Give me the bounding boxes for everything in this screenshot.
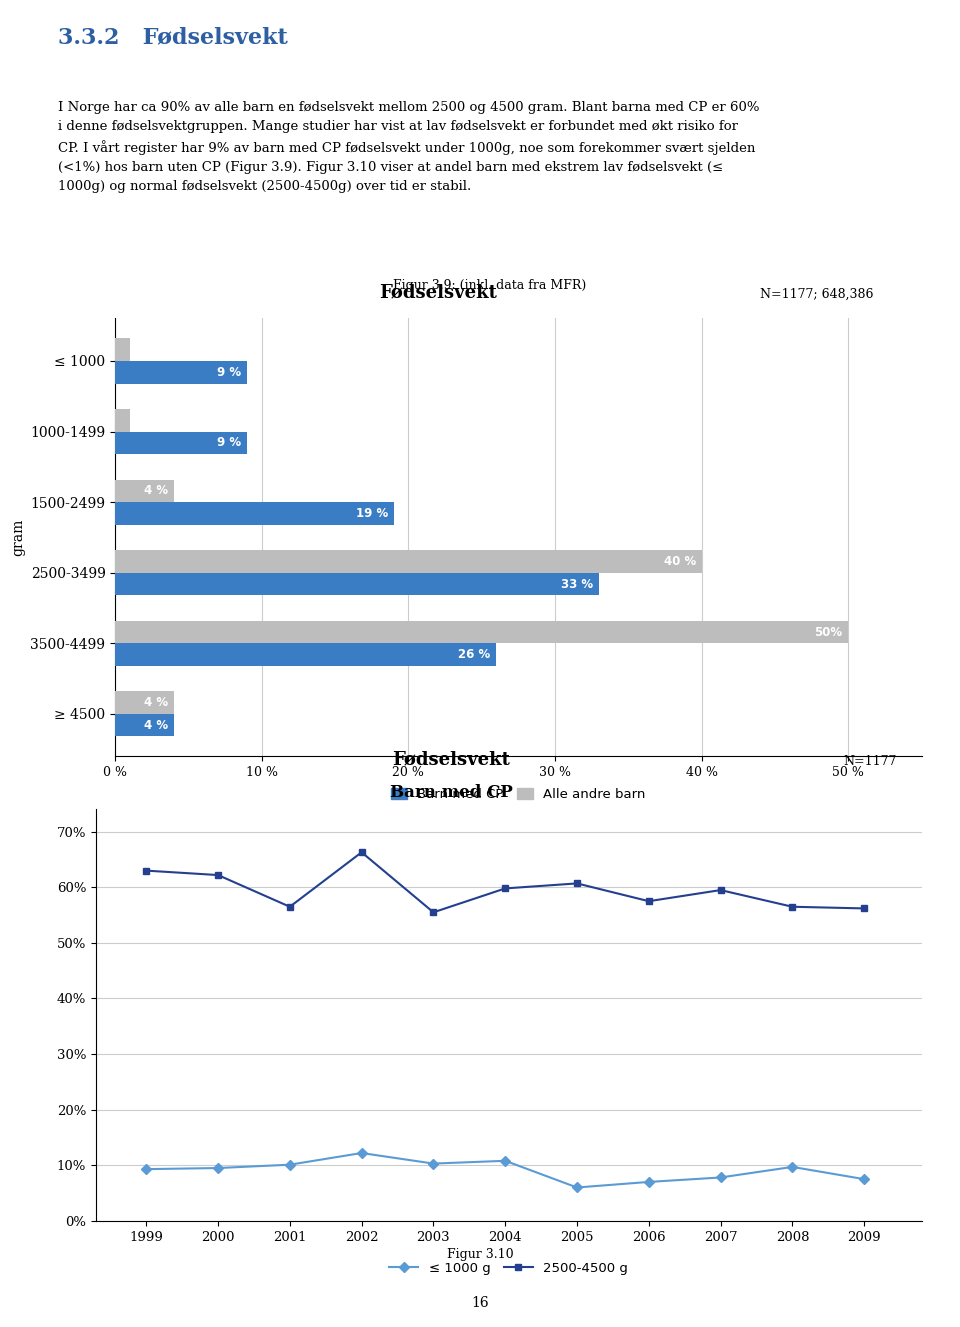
Text: 33 %: 33 % — [561, 577, 593, 591]
Text: Fødselsvekt: Fødselsvekt — [379, 283, 496, 301]
Bar — [115, 431, 247, 454]
Text: Figur 3.10: Figur 3.10 — [446, 1247, 514, 1261]
Bar — [115, 361, 247, 384]
Bar — [115, 479, 174, 502]
Text: 3.3.2   Fødselsvekt: 3.3.2 Fødselsvekt — [58, 27, 287, 49]
Text: Barn med CP: Barn med CP — [390, 784, 513, 802]
Text: 4 %: 4 % — [144, 719, 168, 731]
Bar — [115, 502, 394, 524]
Text: I Norge har ca 90% av alle barn en fødselsvekt mellom 2500 og 4500 gram. Blant b: I Norge har ca 90% av alle barn en fødse… — [58, 101, 759, 192]
Text: 50%: 50% — [814, 625, 843, 638]
Text: 19 %: 19 % — [355, 507, 388, 520]
Text: 9 %: 9 % — [217, 366, 241, 378]
Bar — [115, 644, 496, 666]
Text: 4 %: 4 % — [144, 484, 168, 498]
Text: 4 %: 4 % — [144, 697, 168, 709]
Y-axis label: gram: gram — [11, 519, 25, 556]
Text: 40 %: 40 % — [663, 555, 696, 568]
Bar — [115, 338, 130, 361]
Text: 26 %: 26 % — [458, 648, 491, 661]
Text: Fødselsvekt: Fødselsvekt — [392, 750, 510, 768]
Legend: ≤ 1000 g, 2500-4500 g: ≤ 1000 g, 2500-4500 g — [384, 1257, 634, 1281]
Bar — [115, 409, 130, 431]
Text: N=1177: N=1177 — [844, 755, 897, 768]
Bar — [115, 621, 849, 644]
Bar — [115, 551, 702, 573]
Legend: Barn med CP, Alle andre barn: Barn med CP, Alle andre barn — [386, 783, 651, 807]
Text: 9 %: 9 % — [217, 437, 241, 450]
Bar — [115, 573, 599, 596]
Text: N=1177; 648,386: N=1177; 648,386 — [760, 288, 874, 301]
Bar — [115, 714, 174, 736]
Text: 16: 16 — [471, 1296, 489, 1310]
Text: Figur 3.9: (inkl. data fra MFR): Figur 3.9: (inkl. data fra MFR) — [393, 279, 587, 292]
Bar — [115, 691, 174, 714]
